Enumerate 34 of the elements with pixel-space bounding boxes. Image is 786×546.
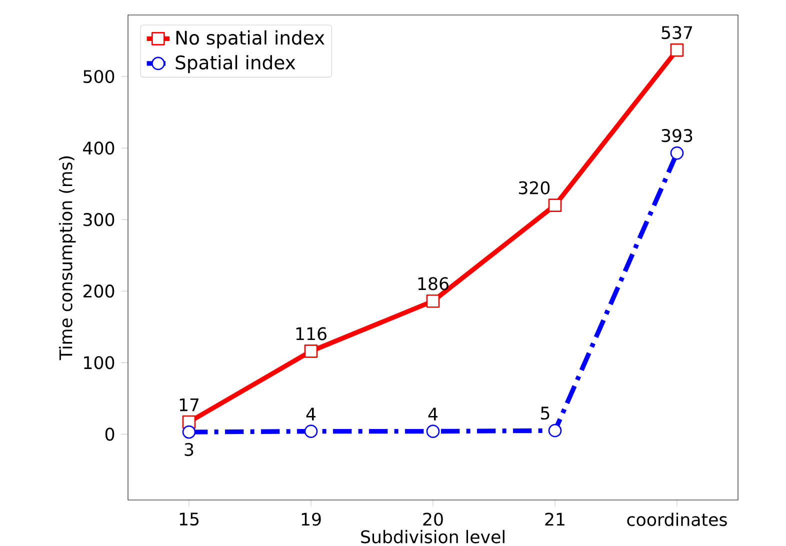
data-label: 5 [541, 406, 550, 420]
y-axis-title: Time consumption (ms) [58, 156, 76, 360]
x-tick-label: 19 [302, 512, 321, 526]
legend-label: No spatial index [176, 30, 324, 48]
point [304, 424, 318, 438]
point [426, 424, 440, 438]
x-tick-label: 21 [545, 512, 564, 526]
x-axis-title: Subdivision level [361, 530, 504, 544]
x-tick-label: coordinates [627, 512, 727, 526]
y-tick-label: 100 [84, 356, 114, 370]
data-label: 116 [296, 327, 326, 340]
y-tick-label: 400 [83, 141, 114, 155]
data-label: 4 [428, 408, 438, 420]
x-tick-label: 20 [423, 512, 443, 526]
y-tick-label: 500 [84, 70, 114, 84]
data-label: 320 [518, 181, 550, 194]
point [426, 294, 440, 308]
data-label: 4 [306, 408, 316, 420]
point [182, 425, 196, 439]
data-label: 537 [662, 26, 692, 40]
legend-label: Spatial index [176, 55, 296, 74]
y-tick-label: 300 [84, 213, 114, 226]
x-tick-label: 15 [180, 512, 199, 526]
point [548, 198, 562, 212]
data-label: 393 [662, 129, 692, 142]
point [670, 146, 684, 160]
y-tick-label: 0 [105, 428, 114, 441]
data-label: 17 [180, 398, 199, 412]
y-tick-label: 200 [83, 284, 114, 298]
data-label: 3 [184, 442, 194, 456]
point [670, 43, 684, 57]
data-label: 186 [418, 277, 448, 290]
point [548, 424, 562, 438]
point [304, 344, 318, 358]
